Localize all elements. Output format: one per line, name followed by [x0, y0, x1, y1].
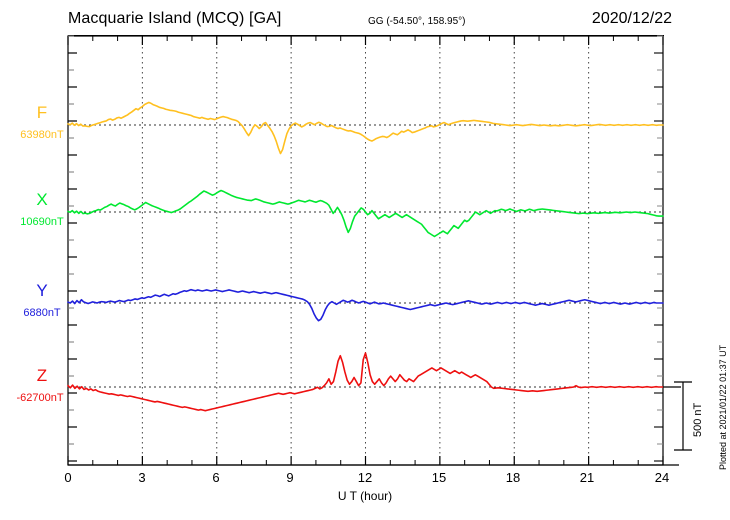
- xtick-label-6: 6: [212, 470, 220, 485]
- component-baseline-x: 10690nT: [20, 216, 64, 228]
- geographic-coordinates: GG (-54.50°, 158.95°): [368, 16, 466, 27]
- xtick-label-12: 12: [357, 470, 373, 485]
- trace-x: [67, 189, 664, 238]
- x-axis-label: U T (hour): [337, 489, 393, 503]
- trace-f: [67, 101, 664, 155]
- component-label-y: Y: [36, 281, 48, 300]
- trace-z: [67, 352, 664, 412]
- xtick-label-24: 24: [654, 470, 670, 485]
- component-baseline-f: 63980nT: [20, 129, 64, 141]
- component-baseline-z: -62700nT: [16, 392, 64, 404]
- scalebar-label: 500 nT: [692, 402, 704, 437]
- component-label-x: X: [36, 190, 48, 209]
- xtick-label-15: 15: [431, 470, 447, 485]
- xtick-label-0: 0: [64, 470, 72, 485]
- xtick-label-18: 18: [505, 470, 521, 485]
- component-label-f: F: [36, 103, 48, 122]
- plotted-at-label: Plotted at 2021/01/22 01:37 UT: [718, 344, 728, 470]
- xtick-label-21: 21: [579, 470, 595, 485]
- xtick-label-9: 9: [286, 470, 294, 485]
- xtick-label-3: 3: [138, 470, 146, 485]
- component-baseline-y: 6880nT: [23, 307, 61, 319]
- observation-date: 2020/12/22: [591, 10, 672, 27]
- station-title: Macquarie Island (MCQ) [GA]: [68, 10, 282, 27]
- component-label-z: Z: [36, 366, 48, 385]
- trace-y: [67, 288, 664, 322]
